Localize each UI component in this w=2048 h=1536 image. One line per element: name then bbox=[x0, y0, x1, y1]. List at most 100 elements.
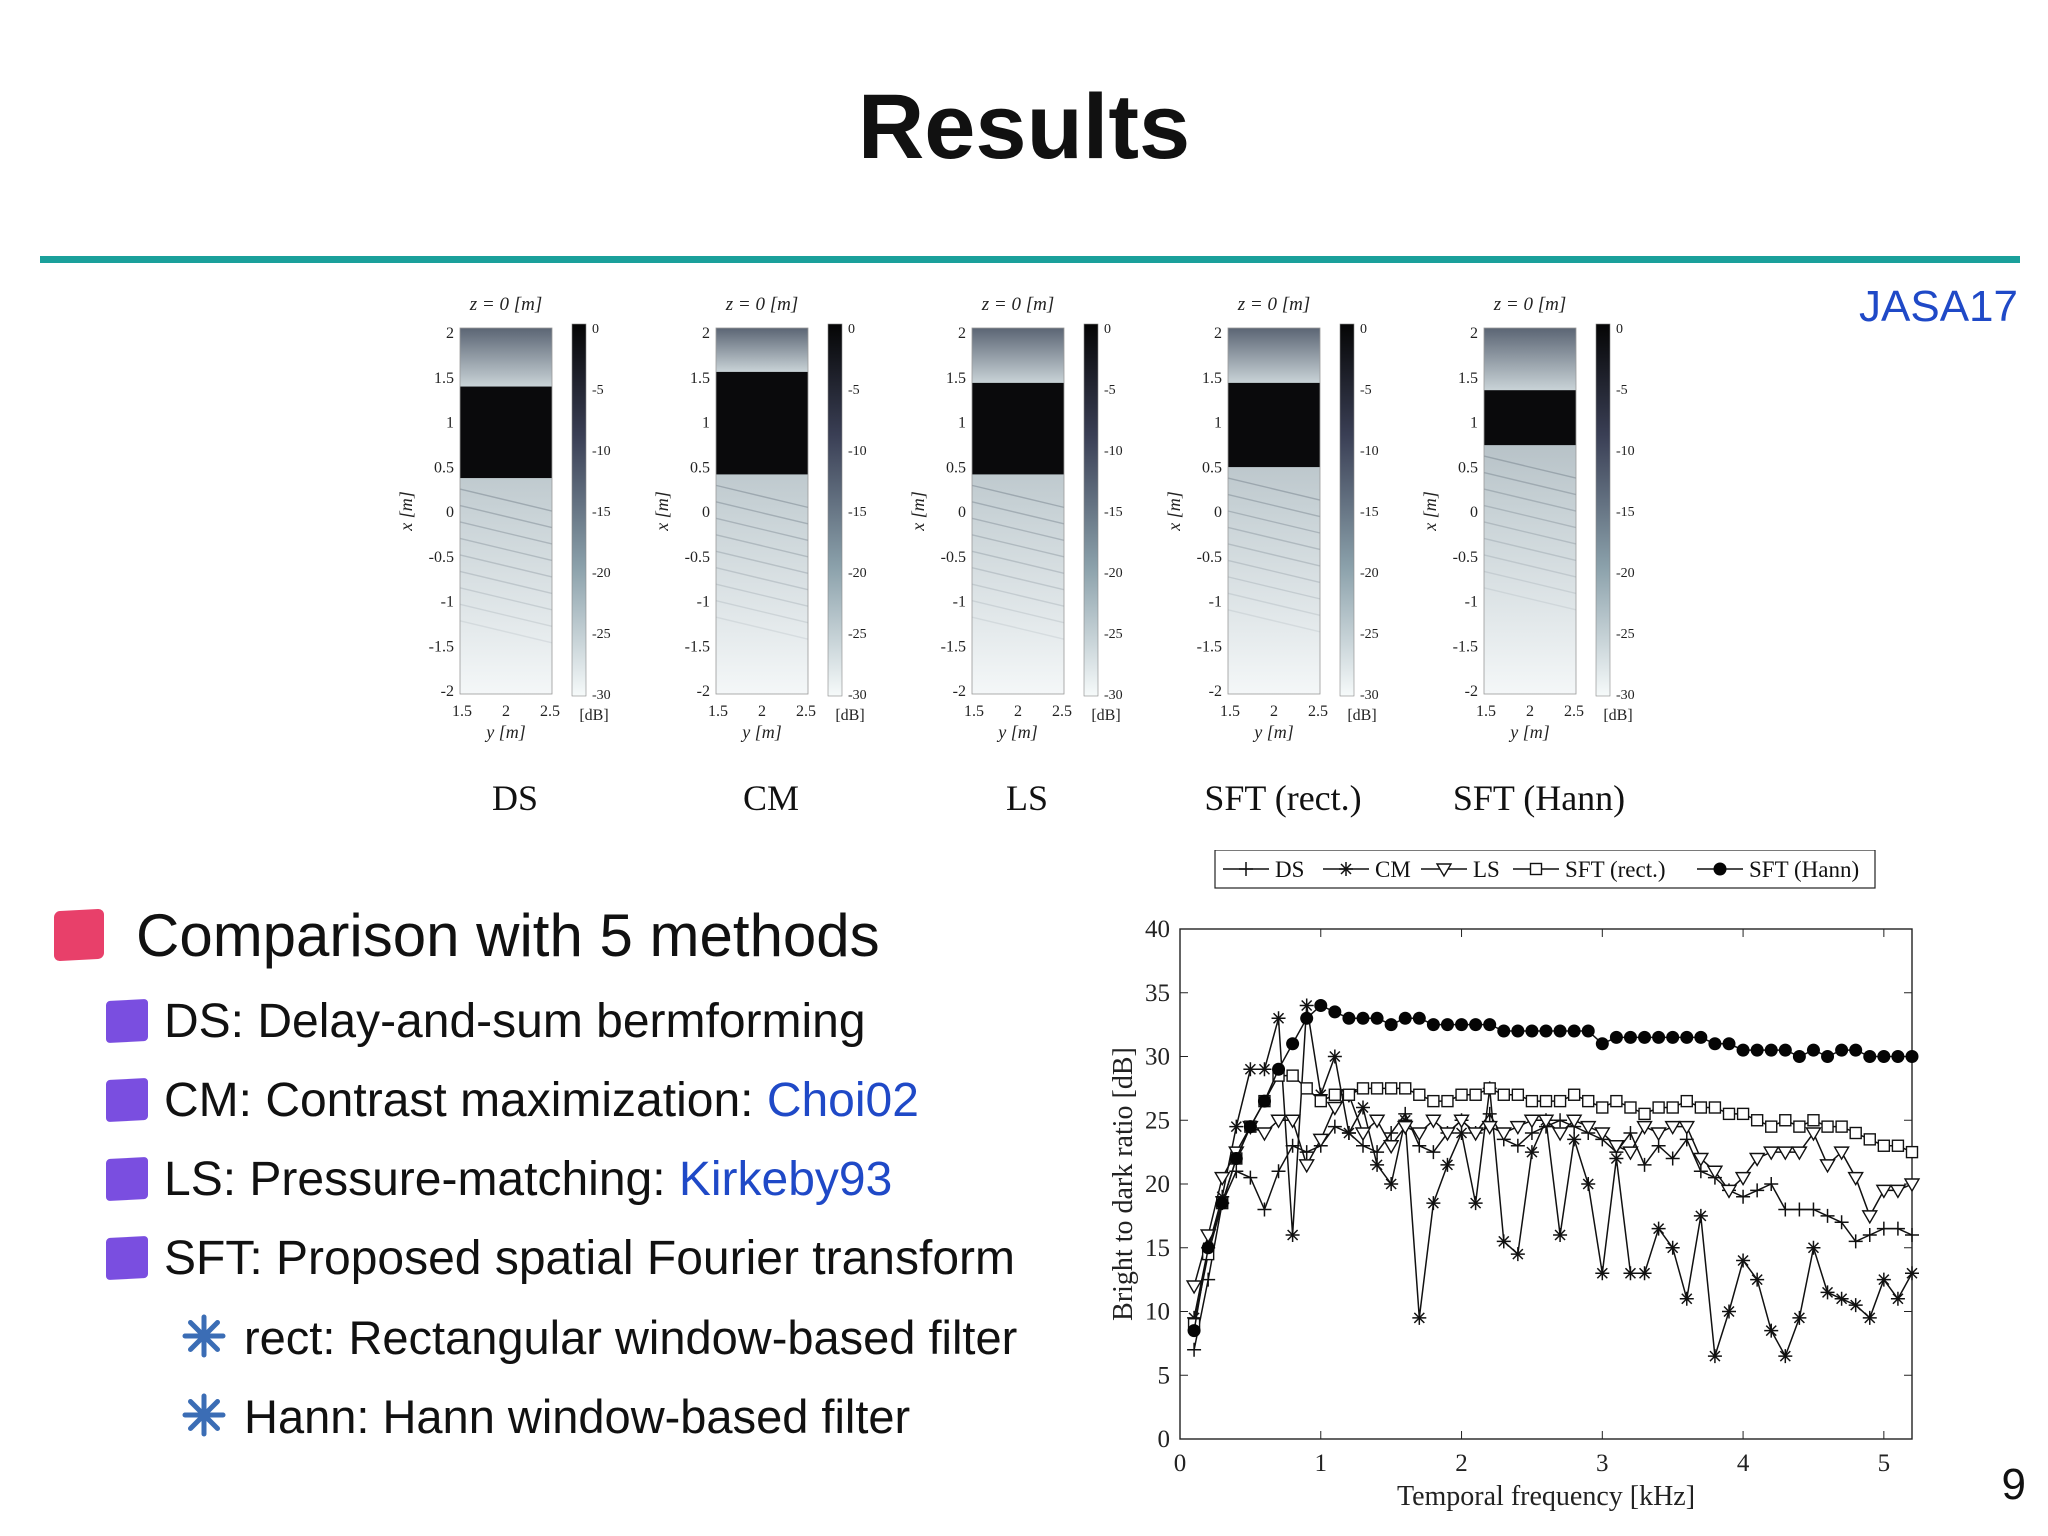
map-method-caption: SFT (rect.) bbox=[1204, 778, 1361, 818]
map-streak bbox=[459, 537, 553, 562]
data-point bbox=[1748, 1152, 1766, 1167]
data-point bbox=[1483, 1018, 1497, 1032]
map-x-label: y [m] bbox=[484, 722, 526, 742]
data-point bbox=[1877, 1139, 1891, 1152]
data-point bbox=[1778, 1349, 1793, 1364]
map-y-tick: -0.5 bbox=[429, 549, 454, 566]
data-point bbox=[1412, 1011, 1426, 1025]
legend-label: DS bbox=[1275, 857, 1304, 882]
data-point bbox=[1312, 1133, 1329, 1148]
data-point bbox=[1734, 1171, 1752, 1187]
data-point bbox=[1638, 1107, 1651, 1121]
data-point bbox=[1399, 1082, 1412, 1095]
bullet-sft: SFT: Proposed spatial Fourier transform bbox=[52, 1219, 1052, 1298]
data-point bbox=[1678, 1120, 1695, 1136]
data-point bbox=[1722, 1107, 1736, 1121]
map-streak bbox=[715, 599, 809, 624]
map-panel-title: z = 0 [m] bbox=[725, 294, 798, 315]
map-y-label: x [m] bbox=[652, 491, 672, 532]
map-streak bbox=[459, 504, 553, 529]
data-point bbox=[1382, 1140, 1400, 1155]
map-y-tick: 1.5 bbox=[690, 370, 710, 387]
map-streak bbox=[459, 554, 553, 578]
data-point bbox=[1285, 1138, 1300, 1153]
map-y-tick: -1.5 bbox=[941, 638, 966, 655]
map-panel-title: z = 0 [m] bbox=[1493, 294, 1566, 315]
map-x-tick: 2.5 bbox=[796, 703, 816, 720]
data-point bbox=[1356, 1011, 1370, 1025]
data-point bbox=[1595, 1266, 1610, 1281]
map-x-label: y [m] bbox=[740, 722, 782, 742]
data-point bbox=[1510, 1247, 1525, 1262]
data-point bbox=[1636, 1120, 1653, 1136]
data-point bbox=[1384, 1177, 1399, 1191]
x-tick-label: 0 bbox=[1174, 1450, 1187, 1477]
colorbar-tick: -30 bbox=[1104, 688, 1123, 703]
data-point bbox=[1328, 1005, 1342, 1019]
colorbar-tick: -20 bbox=[848, 566, 867, 581]
data-point bbox=[1271, 1164, 1286, 1179]
colorbar-tick: -15 bbox=[1360, 505, 1379, 520]
map-streak bbox=[1227, 526, 1321, 551]
reference-link[interactable]: JASA17 bbox=[1859, 282, 2018, 331]
data-point bbox=[1368, 1114, 1386, 1129]
x-axis-label: Temporal frequency [kHz] bbox=[1397, 1481, 1695, 1512]
data-point bbox=[1779, 1114, 1792, 1127]
data-point bbox=[1777, 1146, 1794, 1161]
bullet-square-icon bbox=[106, 998, 148, 1044]
data-point bbox=[1679, 1291, 1694, 1306]
data-point bbox=[1187, 1342, 1202, 1357]
data-point bbox=[1806, 1202, 1821, 1217]
data-point bbox=[1849, 1126, 1862, 1140]
series-line bbox=[1193, 1074, 1913, 1325]
data-point bbox=[1622, 1146, 1639, 1161]
data-point bbox=[1835, 1043, 1849, 1057]
data-point bbox=[1638, 1030, 1652, 1044]
map-y-tick: -2 bbox=[1465, 683, 1478, 700]
data-point bbox=[1821, 1050, 1835, 1063]
data-point bbox=[1285, 1228, 1300, 1242]
map-y-tick: -0.5 bbox=[1453, 549, 1478, 566]
map-x-tick: 2 bbox=[502, 703, 510, 720]
data-point bbox=[1341, 1126, 1356, 1140]
colorbar-tick: 0 bbox=[1616, 322, 1623, 337]
map-streak bbox=[971, 567, 1065, 591]
kirkeby93-link[interactable]: Kirkeby93 bbox=[678, 1153, 893, 1206]
map-streak bbox=[1483, 537, 1577, 562]
bullet-rect-text: rect: Rectangular window-based filter bbox=[244, 1311, 1018, 1364]
map-method-caption: SFT (Hann) bbox=[1453, 778, 1625, 818]
data-point bbox=[1185, 1280, 1203, 1295]
data-point bbox=[1384, 1082, 1398, 1095]
map-y-tick: -1.5 bbox=[429, 638, 454, 655]
map-streak bbox=[1483, 554, 1577, 578]
y-axis-label: Bright to dark ratio [dB] bbox=[1108, 1047, 1139, 1321]
data-point bbox=[1834, 1291, 1849, 1306]
data-point bbox=[1876, 1221, 1891, 1236]
choi02-link[interactable]: Choi02 bbox=[766, 1074, 919, 1127]
data-point bbox=[1666, 1030, 1680, 1044]
data-point bbox=[1623, 1266, 1638, 1281]
data-point bbox=[1469, 1088, 1482, 1101]
map-y-tick: 0.5 bbox=[434, 459, 454, 476]
y-tick-label: 25 bbox=[1145, 1107, 1170, 1134]
legend-label: CM bbox=[1375, 857, 1411, 882]
data-point bbox=[1750, 1272, 1765, 1287]
map-y-tick: 0 bbox=[702, 504, 710, 521]
data-point bbox=[1806, 1240, 1821, 1255]
map-y-tick: 1.5 bbox=[946, 370, 966, 387]
data-point bbox=[1214, 1171, 1231, 1187]
series bbox=[1187, 999, 1919, 1338]
map-bright-zone bbox=[716, 371, 808, 475]
map-streak bbox=[1483, 570, 1577, 595]
data-point bbox=[1608, 1140, 1625, 1155]
data-point bbox=[1567, 1132, 1582, 1147]
map-streak bbox=[459, 488, 553, 512]
map-y-tick: 1.5 bbox=[1202, 370, 1222, 387]
data-point bbox=[1497, 1024, 1511, 1038]
map-streak bbox=[715, 550, 809, 574]
y-tick-label: 15 bbox=[1145, 1235, 1170, 1262]
data-point bbox=[1609, 1030, 1623, 1044]
data-point bbox=[1708, 1101, 1722, 1114]
data-point bbox=[1339, 862, 1353, 876]
data-point bbox=[1314, 1094, 1327, 1108]
